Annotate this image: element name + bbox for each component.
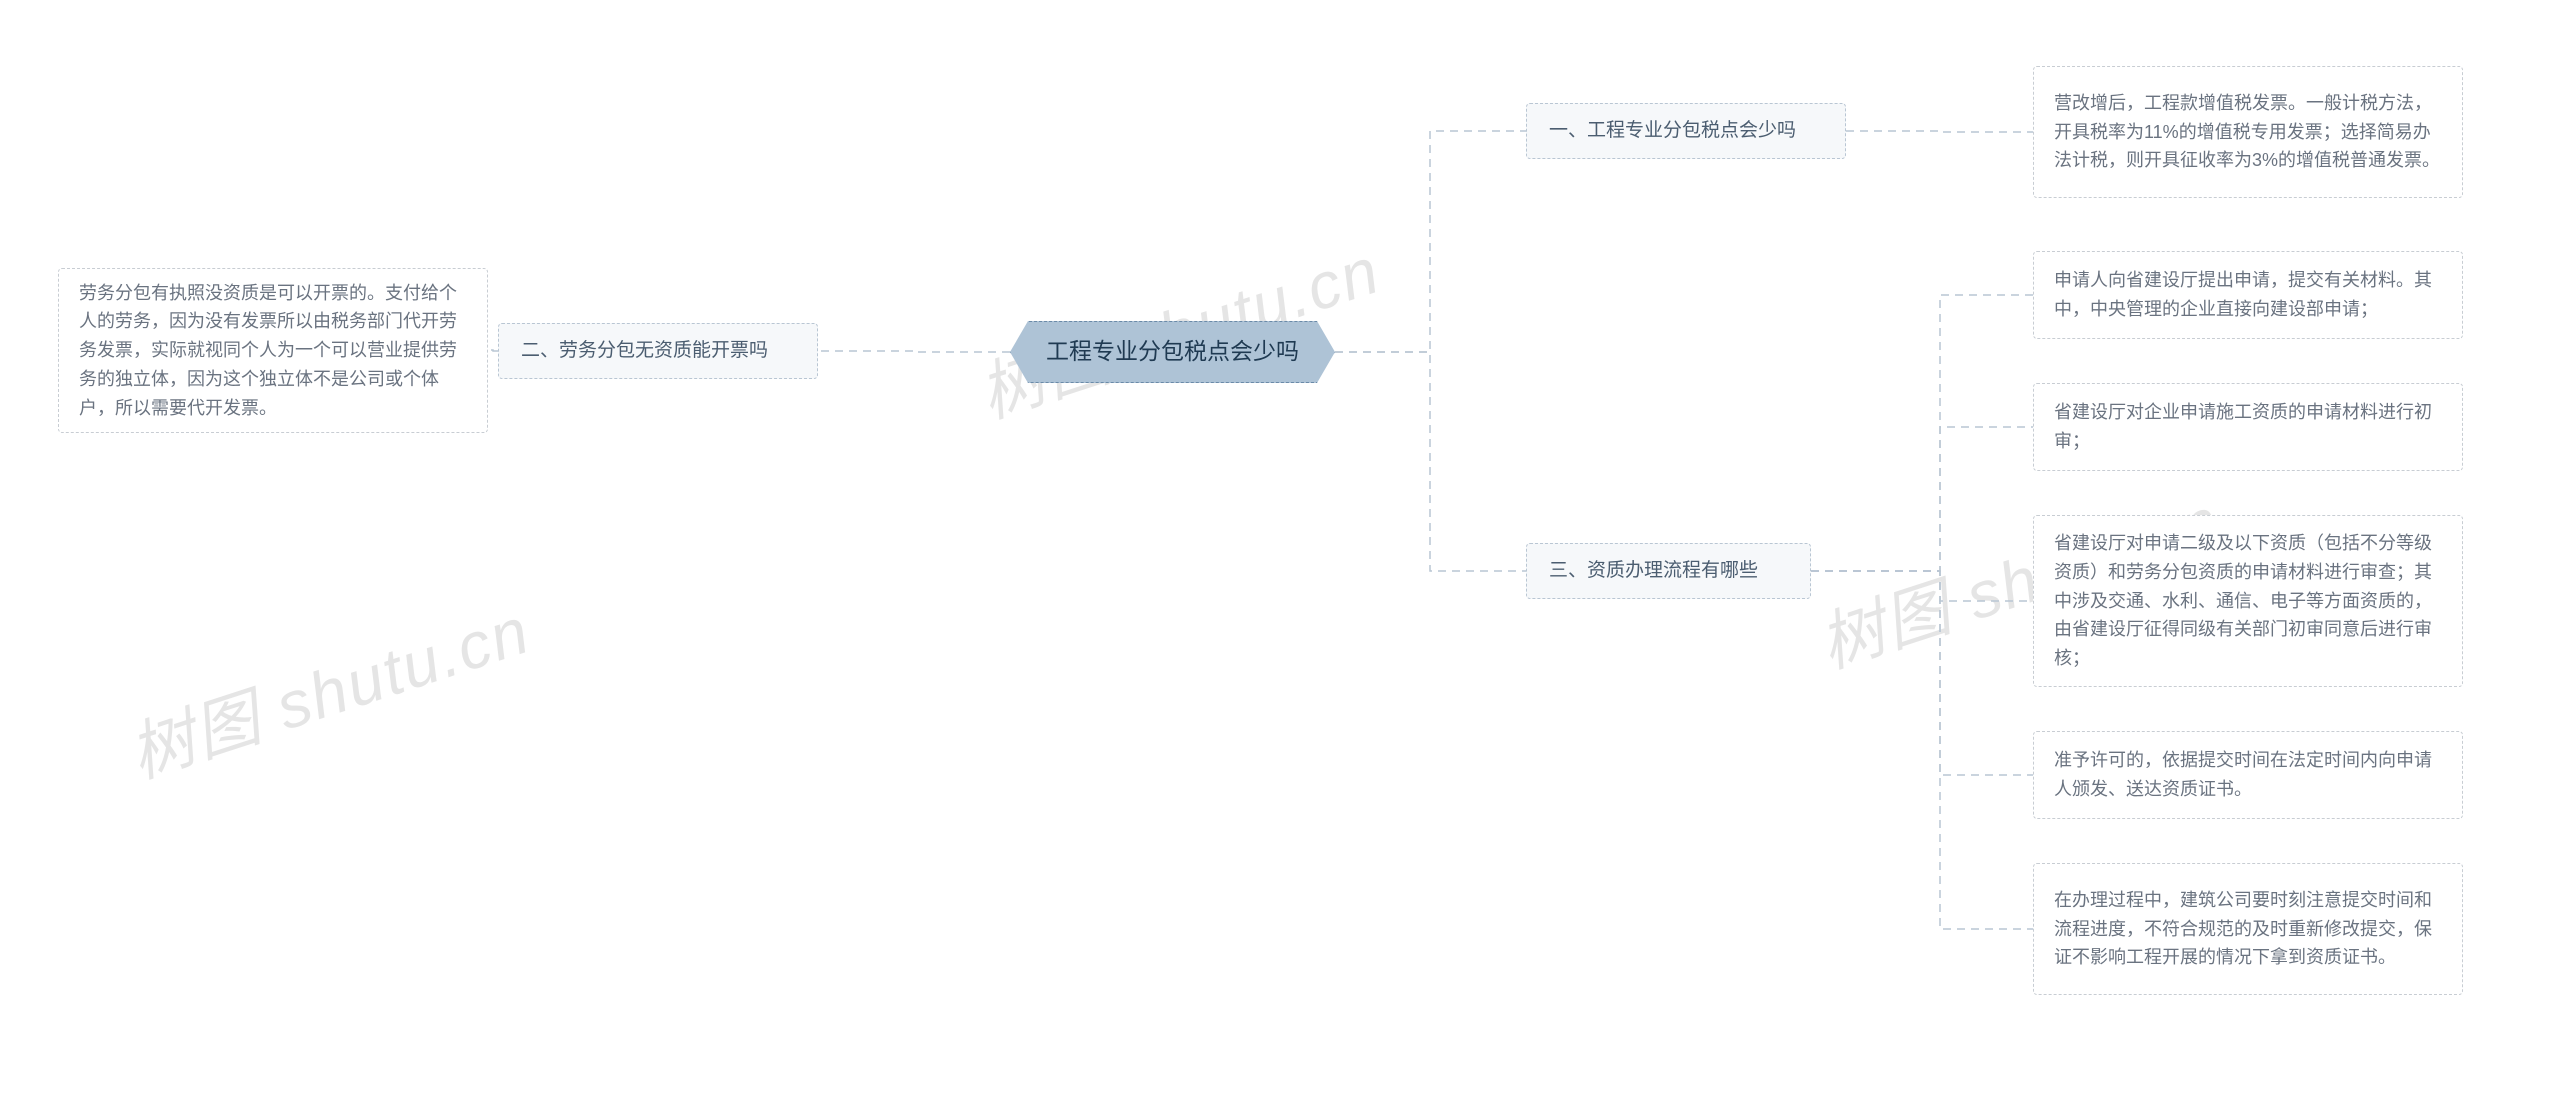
branch-label: 一、工程专业分包税点会少吗 xyxy=(1549,116,1796,145)
leaf-text: 准予许可的，依据提交时间在法定时间内向申请人颁发、送达资质证书。 xyxy=(2054,746,2442,804)
leaf-node-3-5[interactable]: 在办理过程中，建筑公司要时刻注意提交时间和流程进度，不符合规范的及时重新修改提交… xyxy=(2033,863,2463,995)
leaf-node-3-1[interactable]: 申请人向省建设厅提出申请，提交有关材料。其中，中央管理的企业直接向建设部申请； xyxy=(2033,251,2463,339)
leaf-node-2-1[interactable]: 劳务分包有执照没资质是可以开票的。支付给个人的劳务，因为没有发票所以由税务部门代… xyxy=(58,268,488,433)
leaf-text: 省建设厅对申请二级及以下资质（包括不分等级资质）和劳务分包资质的申请材料进行审查… xyxy=(2054,529,2442,673)
branch-label: 二、劳务分包无资质能开票吗 xyxy=(521,336,768,365)
leaf-text: 申请人向省建设厅提出申请，提交有关材料。其中，中央管理的企业直接向建设部申请； xyxy=(2054,266,2442,324)
branch-node-3[interactable]: 三、资质办理流程有哪些 xyxy=(1526,543,1811,599)
leaf-text: 省建设厅对企业申请施工资质的申请材料进行初审； xyxy=(2054,398,2442,456)
branch-node-1[interactable]: 一、工程专业分包税点会少吗 xyxy=(1526,103,1846,159)
leaf-node-3-3[interactable]: 省建设厅对申请二级及以下资质（包括不分等级资质）和劳务分包资质的申请材料进行审查… xyxy=(2033,515,2463,687)
leaf-text: 营改增后，工程款增值税发票。一般计税方法，开具税率为11%的增值税专用发票；选择… xyxy=(2054,89,2442,175)
leaf-text: 在办理过程中，建筑公司要时刻注意提交时间和流程进度，不符合规范的及时重新修改提交… xyxy=(2054,886,2442,972)
center-label: 工程专业分包税点会少吗 xyxy=(1046,334,1299,370)
center-node[interactable]: 工程专业分包税点会少吗 xyxy=(1010,321,1335,383)
leaf-text: 劳务分包有执照没资质是可以开票的。支付给个人的劳务，因为没有发票所以由税务部门代… xyxy=(79,279,467,423)
leaf-node-3-2[interactable]: 省建设厅对企业申请施工资质的申请材料进行初审； xyxy=(2033,383,2463,471)
branch-label: 三、资质办理流程有哪些 xyxy=(1549,556,1758,585)
watermark: 树图 shutu.cn xyxy=(116,578,540,796)
leaf-node-3-4[interactable]: 准予许可的，依据提交时间在法定时间内向申请人颁发、送达资质证书。 xyxy=(2033,731,2463,819)
branch-node-2[interactable]: 二、劳务分包无资质能开票吗 xyxy=(498,323,818,379)
mindmap-canvas: 树图 shutu.cn 树图 shutu.cn 树图 shutu.cn 工程专业… xyxy=(0,0,2560,1111)
leaf-node-1-1[interactable]: 营改增后，工程款增值税发票。一般计税方法，开具税率为11%的增值税专用发票；选择… xyxy=(2033,66,2463,198)
